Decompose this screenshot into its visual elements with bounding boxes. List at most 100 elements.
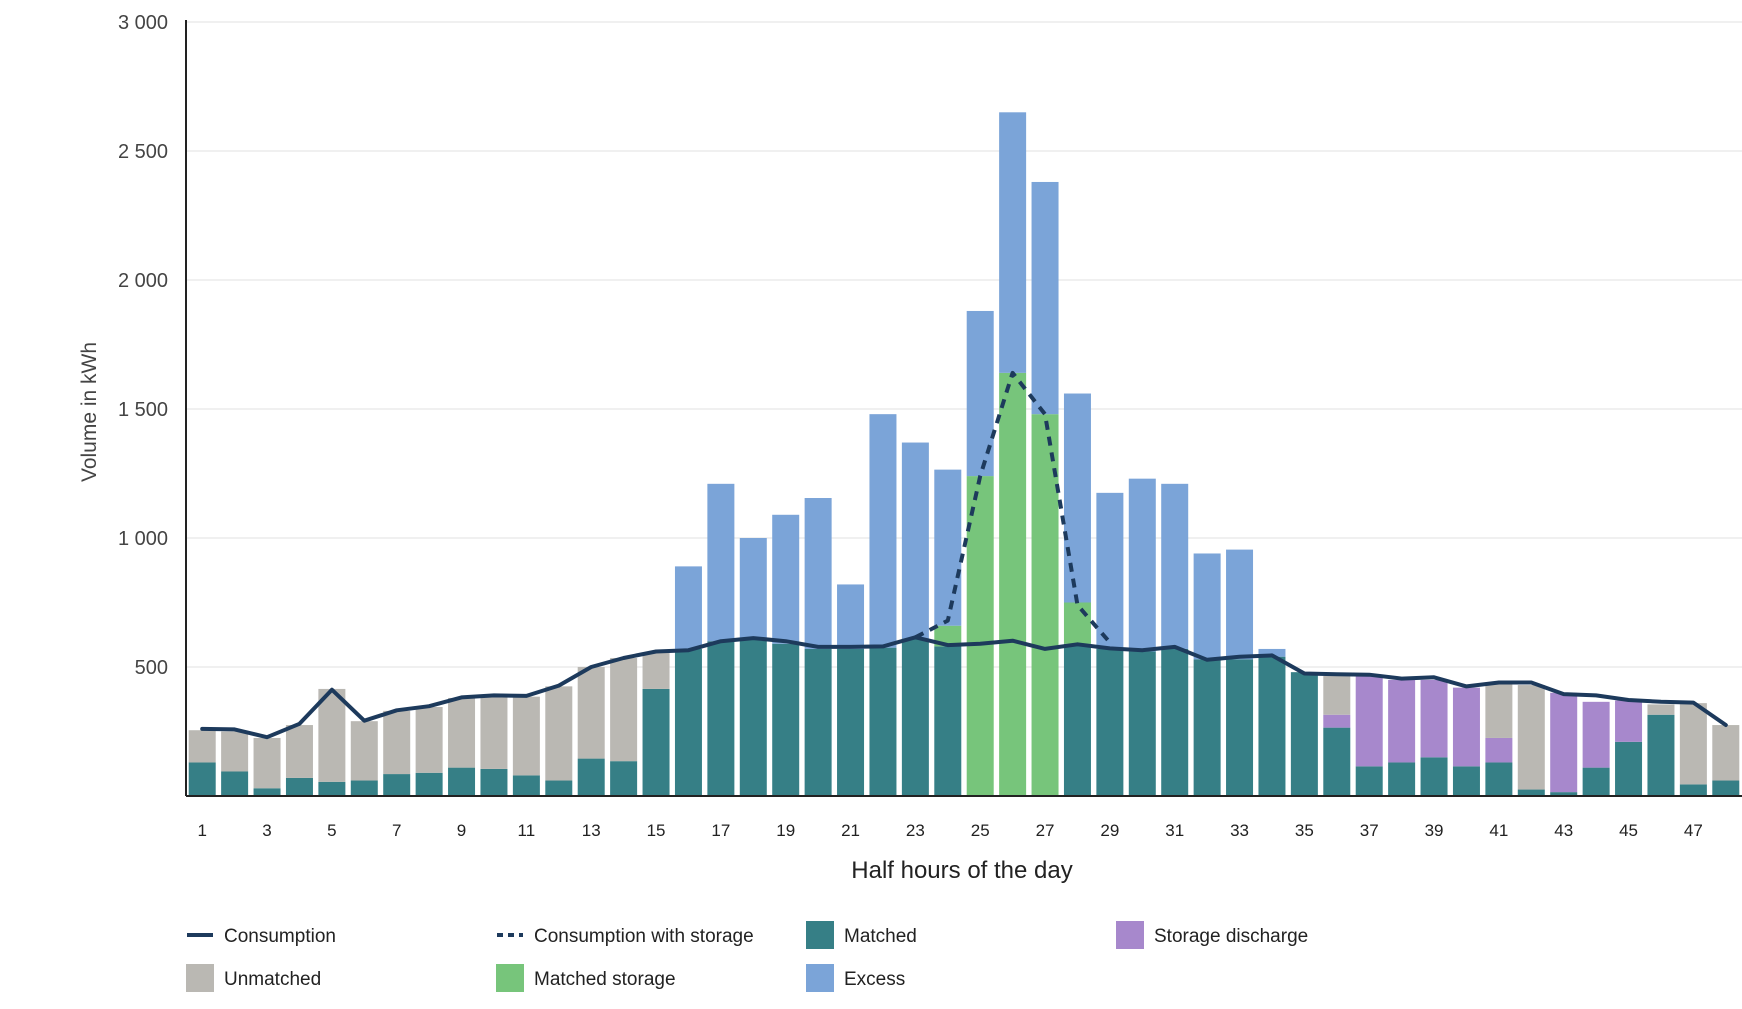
bar-storage-discharge-37 bbox=[1355, 674, 1383, 767]
bar-excess-22 bbox=[869, 414, 897, 648]
legend-item-unmatched[interactable]: Unmatched bbox=[186, 964, 321, 992]
legend-item-consumption-with-storage[interactable]: Consumption with storage bbox=[497, 926, 754, 947]
bar-excess-21 bbox=[837, 584, 865, 649]
bar-matched-storage-24 bbox=[934, 625, 962, 647]
bar-excess-19 bbox=[772, 514, 800, 644]
bar-matched-8 bbox=[415, 772, 443, 796]
bar-unmatched-2 bbox=[221, 731, 249, 772]
legend-matched-storage-swatch bbox=[496, 964, 524, 992]
bar-matched-32 bbox=[1193, 659, 1221, 796]
bar-unmatched-47 bbox=[1679, 703, 1707, 785]
bar-matched-3 bbox=[253, 788, 281, 796]
y-tick-label: 3 000 bbox=[118, 12, 168, 34]
bar-matched-30 bbox=[1128, 651, 1156, 796]
legend-excess-swatch bbox=[806, 964, 834, 992]
bar-unmatched-36 bbox=[1323, 676, 1351, 715]
bar-matched-storage-26 bbox=[999, 372, 1027, 796]
legend-storage-discharge-swatch bbox=[1116, 921, 1144, 949]
bar-excess-31 bbox=[1161, 483, 1189, 649]
bar-matched-31 bbox=[1161, 648, 1189, 796]
bar-matched-23 bbox=[901, 638, 929, 796]
bar-unmatched-4 bbox=[285, 725, 313, 778]
bar-unmatched-1 bbox=[188, 730, 216, 763]
bar-excess-24 bbox=[934, 469, 962, 626]
x-tick-label: 9 bbox=[457, 821, 466, 840]
bar-matched-6 bbox=[350, 780, 378, 796]
bar-excess-32 bbox=[1193, 553, 1221, 660]
legend-item-consumption[interactable]: Consumption bbox=[187, 926, 336, 947]
y-tick-label: 2 000 bbox=[118, 270, 168, 292]
bar-unmatched-6 bbox=[350, 721, 378, 781]
legend-unmatched-label: Unmatched bbox=[224, 969, 321, 990]
y-tick-label: 500 bbox=[135, 657, 168, 679]
bar-matched-1 bbox=[188, 762, 216, 796]
bar-storage-discharge-43 bbox=[1550, 692, 1578, 793]
legend-consumption-label: Consumption bbox=[224, 926, 336, 947]
bar-matched-20 bbox=[804, 648, 832, 796]
bar-matched-38 bbox=[1388, 762, 1416, 796]
bar-excess-26 bbox=[999, 112, 1027, 373]
bar-unmatched-9 bbox=[448, 697, 476, 768]
bar-excess-27 bbox=[1031, 181, 1059, 415]
bar-excess-17 bbox=[707, 483, 735, 642]
bar-matched-14 bbox=[610, 761, 638, 796]
bar-matched-36 bbox=[1323, 727, 1351, 796]
bar-matched-44 bbox=[1582, 767, 1610, 796]
bar-matched-40 bbox=[1452, 766, 1480, 796]
bar-matched-22 bbox=[869, 647, 897, 796]
y-axis-label: Volume in kWh bbox=[78, 342, 101, 482]
bar-unmatched-14 bbox=[610, 657, 638, 762]
x-tick-label: 27 bbox=[1036, 821, 1055, 840]
legend-item-storage-discharge[interactable]: Storage discharge bbox=[1116, 921, 1308, 949]
legend-item-excess[interactable]: Excess bbox=[806, 964, 905, 992]
bar-excess-33 bbox=[1226, 549, 1254, 660]
x-tick-label: 33 bbox=[1230, 821, 1249, 840]
x-tick-label: 35 bbox=[1295, 821, 1314, 840]
legend-item-matched-storage[interactable]: Matched storage bbox=[496, 964, 676, 992]
bar-unmatched-11 bbox=[512, 696, 540, 776]
bar-matched-35 bbox=[1290, 672, 1318, 796]
bar-matched-7 bbox=[383, 774, 411, 796]
bar-unmatched-46 bbox=[1647, 704, 1675, 715]
legend-item-matched[interactable]: Matched bbox=[806, 921, 917, 949]
line-consumption bbox=[200, 635, 1728, 740]
x-tick-label: 15 bbox=[647, 821, 666, 840]
bar-unmatched-10 bbox=[480, 696, 508, 769]
bar-unmatched-48 bbox=[1712, 725, 1740, 781]
bar-matched-2 bbox=[221, 771, 249, 796]
x-tick-label: 29 bbox=[1100, 821, 1119, 840]
bar-matched-12 bbox=[545, 780, 573, 796]
x-tick-label: 11 bbox=[518, 821, 536, 840]
bar-unmatched-41 bbox=[1485, 683, 1513, 738]
bar-matched-29 bbox=[1096, 648, 1124, 796]
bar-stacks bbox=[188, 112, 1740, 796]
y-tick-label: 1 500 bbox=[118, 399, 168, 421]
bar-unmatched-15 bbox=[642, 652, 670, 689]
bar-matched-21 bbox=[837, 648, 865, 796]
x-tick-label: 23 bbox=[906, 821, 925, 840]
legend-matched-storage-label: Matched storage bbox=[534, 969, 676, 990]
bar-unmatched-12 bbox=[545, 686, 573, 781]
bar-excess-29 bbox=[1096, 492, 1124, 649]
bar-storage-discharge-41 bbox=[1485, 737, 1513, 763]
x-tick-label: 37 bbox=[1360, 821, 1379, 840]
line-consumption-with-storage bbox=[914, 370, 1112, 644]
bar-matched-17 bbox=[707, 641, 735, 796]
legend-unmatched-swatch bbox=[186, 964, 214, 992]
legend-matched-swatch bbox=[806, 921, 834, 949]
bar-excess-16 bbox=[674, 566, 702, 649]
x-tick-label: 1 bbox=[197, 821, 206, 840]
bar-excess-23 bbox=[901, 442, 929, 639]
bar-unmatched-7 bbox=[383, 710, 411, 775]
x-tick-label: 7 bbox=[392, 821, 401, 840]
bar-matched-10 bbox=[480, 768, 508, 796]
bar-matched-39 bbox=[1420, 757, 1448, 796]
bar-matched-5 bbox=[318, 781, 346, 796]
bar-storage-discharge-45 bbox=[1615, 700, 1643, 742]
bar-matched-24 bbox=[934, 646, 962, 796]
bar-matched-18 bbox=[739, 639, 767, 796]
legend-matched-label: Matched bbox=[844, 926, 917, 947]
bar-matched-43 bbox=[1550, 792, 1578, 796]
bar-unmatched-5 bbox=[318, 688, 346, 782]
bar-matched-13 bbox=[577, 758, 605, 796]
